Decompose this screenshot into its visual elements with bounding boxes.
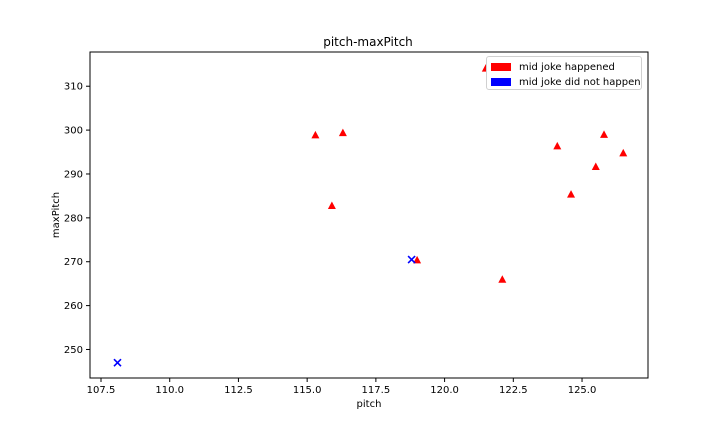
x-tick-label: 122.5	[499, 385, 528, 396]
y-tick-label: 310	[64, 82, 83, 93]
x-tick-label: 117.5	[362, 385, 391, 396]
y-axis: 250 260 270 280 290 300 310	[64, 82, 90, 356]
legend-item-happened: mid joke happened	[491, 60, 615, 74]
y-tick-label: 280	[64, 213, 83, 224]
x-tick-label: 115.0	[293, 385, 322, 396]
legend-swatch-blue	[491, 78, 511, 86]
y-tick-label: 300	[64, 126, 83, 137]
x-tick-label: 120.0	[430, 385, 459, 396]
legend-label: mid joke did not happen	[519, 76, 641, 88]
legend-item-not-happened: mid joke did not happen	[491, 75, 641, 89]
data-point-triangle	[600, 130, 609, 138]
x-axis: 107.5 110.0 112.5 115.0 117.5 120.0 122.5 125.0	[87, 378, 597, 396]
data-point-x	[407, 255, 416, 264]
x-tick-label: 107.5	[87, 385, 116, 396]
legend: mid joke happened mid joke did not happe…	[486, 56, 642, 90]
plot-area	[89, 51, 649, 379]
data-point-triangle	[498, 275, 507, 283]
x-tick-label: 112.5	[224, 385, 253, 396]
y-axis-label: maxPitch	[51, 192, 62, 238]
y-tick-label: 250	[64, 345, 83, 356]
data-point-triangle	[591, 162, 600, 170]
y-tick-label: 260	[64, 301, 83, 312]
data-point-triangle	[413, 255, 422, 264]
data-point-triangle	[338, 128, 347, 137]
data-point-triangle	[567, 190, 576, 198]
y-tick-label: 290	[64, 169, 83, 180]
legend-label: mid joke happened	[519, 61, 615, 73]
y-tick-label: 270	[64, 257, 83, 268]
chart-title: pitch-maxPitch	[323, 35, 413, 49]
data-point-triangle	[553, 141, 562, 150]
data-point-x	[113, 358, 122, 367]
data-point-triangle	[311, 130, 320, 139]
data-point-triangle	[327, 201, 336, 210]
legend-swatch-red	[491, 63, 511, 71]
x-tick-label: 110.0	[155, 385, 184, 396]
x-axis-label: pitch	[357, 399, 382, 410]
data-points	[113, 64, 628, 367]
data-point-triangle	[619, 148, 628, 157]
x-tick-label: 125.0	[568, 385, 597, 396]
